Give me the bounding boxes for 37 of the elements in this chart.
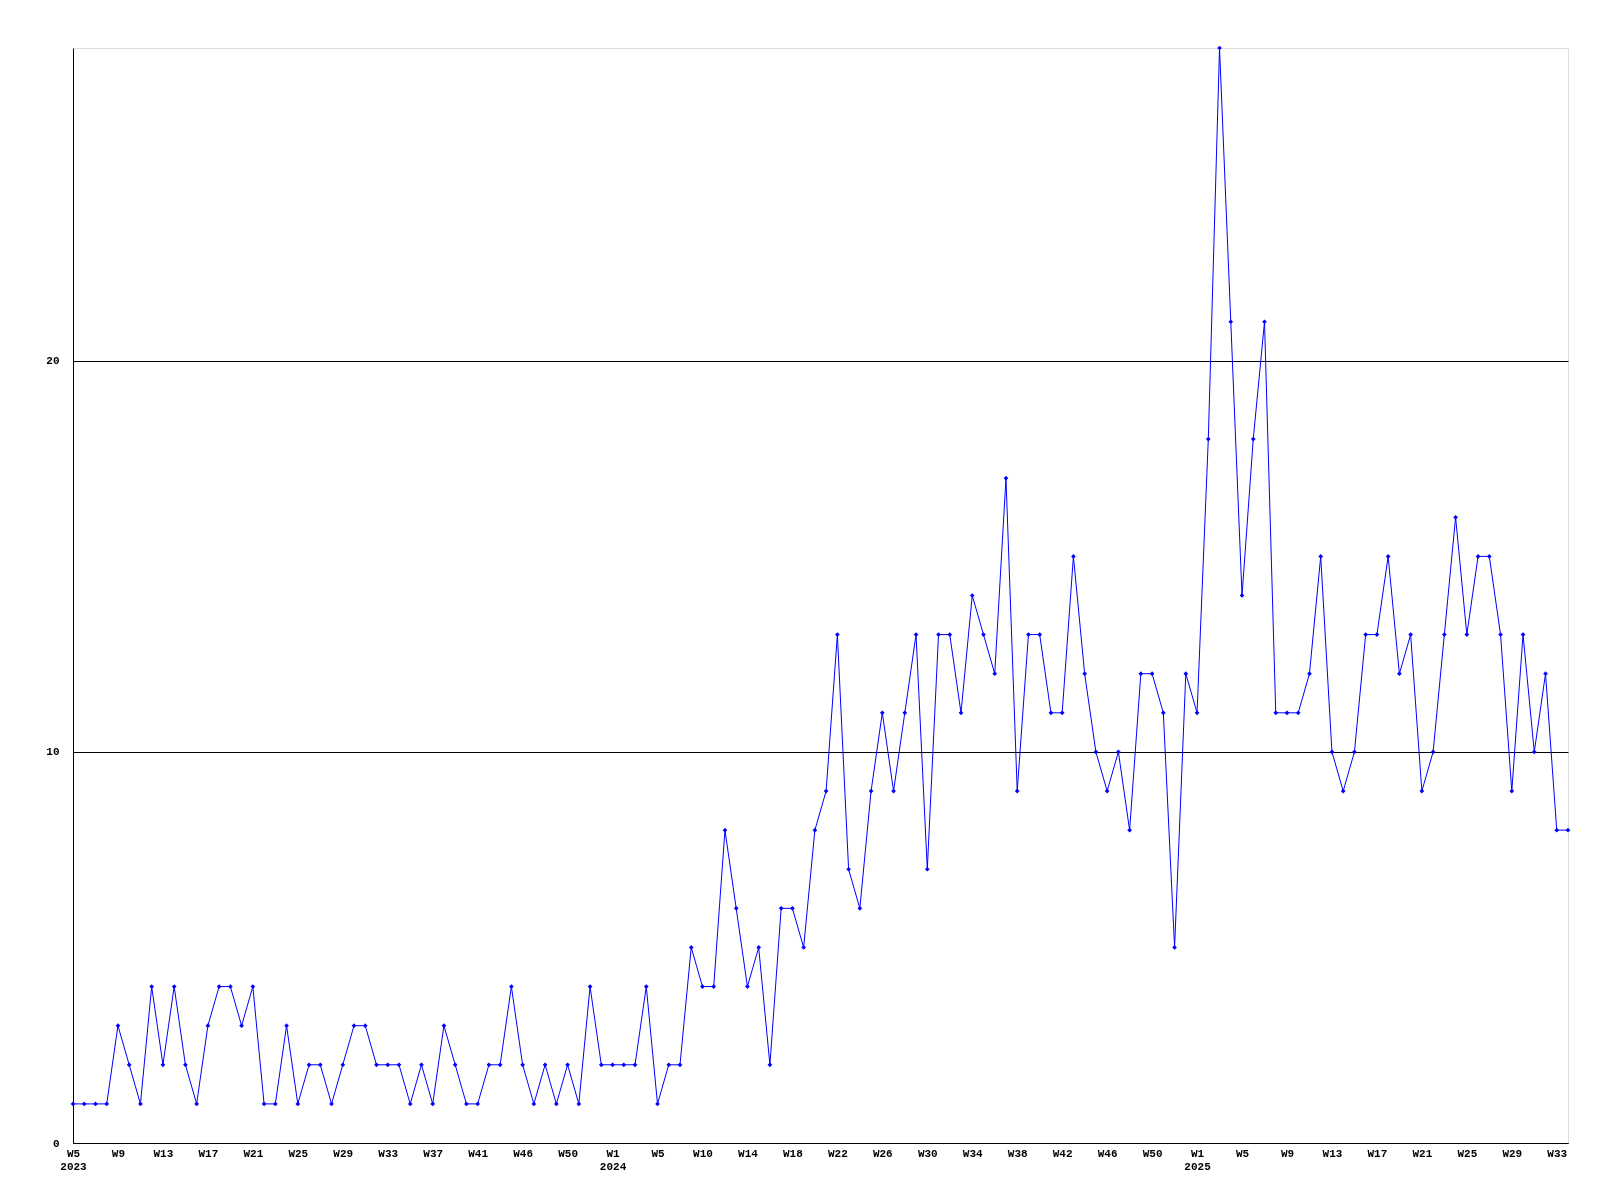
- x-tick-label: W42: [1052, 1147, 1073, 1160]
- y-tick-label: 10: [46, 746, 60, 759]
- x-tick-label: W29: [1502, 1147, 1523, 1160]
- x-tick-label: W21: [243, 1147, 264, 1160]
- x-tick-label: W5: [1235, 1147, 1250, 1160]
- x-tick-label: W33: [378, 1147, 399, 1160]
- x-tick-label: W38: [1007, 1147, 1029, 1160]
- x-tick-label: W22: [827, 1147, 848, 1160]
- x-tick-label: W9: [1280, 1147, 1295, 1160]
- x-tick-label: W33: [1547, 1147, 1568, 1160]
- x-tick-label: W18: [782, 1147, 804, 1160]
- x-tick-label: W46: [513, 1147, 534, 1160]
- x-tick-label: W17: [198, 1147, 219, 1160]
- x-tick-label: W37: [423, 1147, 444, 1160]
- x-tick-label: W30: [917, 1147, 938, 1160]
- x-tick-label: W13: [1322, 1147, 1343, 1160]
- y-tick-label: 20: [46, 355, 60, 368]
- x-tick-label: W25: [288, 1147, 309, 1160]
- x-tick-label: W50: [558, 1147, 578, 1160]
- x-tick-label: W5: [651, 1147, 666, 1160]
- x-tick-label: W29: [333, 1147, 354, 1160]
- x-tick-label: W10: [693, 1147, 713, 1160]
- x-tick-label: W25: [1457, 1147, 1478, 1160]
- x-tick-label: W41: [468, 1147, 489, 1160]
- x-tick-label: W26: [872, 1147, 893, 1160]
- x-tick-label: W34: [962, 1147, 984, 1160]
- x-tick-label: W21: [1412, 1147, 1433, 1160]
- x-tick-label: W5 2023: [60, 1147, 88, 1173]
- x-tick-label: W1 2025: [1184, 1147, 1212, 1173]
- x-tick-label: W13: [153, 1147, 174, 1160]
- x-tick-label: W9: [111, 1147, 126, 1160]
- y-tick-label: 0: [52, 1137, 60, 1150]
- x-tick-label: W17: [1367, 1147, 1388, 1160]
- x-tick-label: W50: [1142, 1147, 1163, 1160]
- x-tick-label: W14: [738, 1147, 759, 1160]
- x-tick-label: W1 2024: [599, 1147, 627, 1173]
- x-tick-label: W46: [1097, 1147, 1118, 1160]
